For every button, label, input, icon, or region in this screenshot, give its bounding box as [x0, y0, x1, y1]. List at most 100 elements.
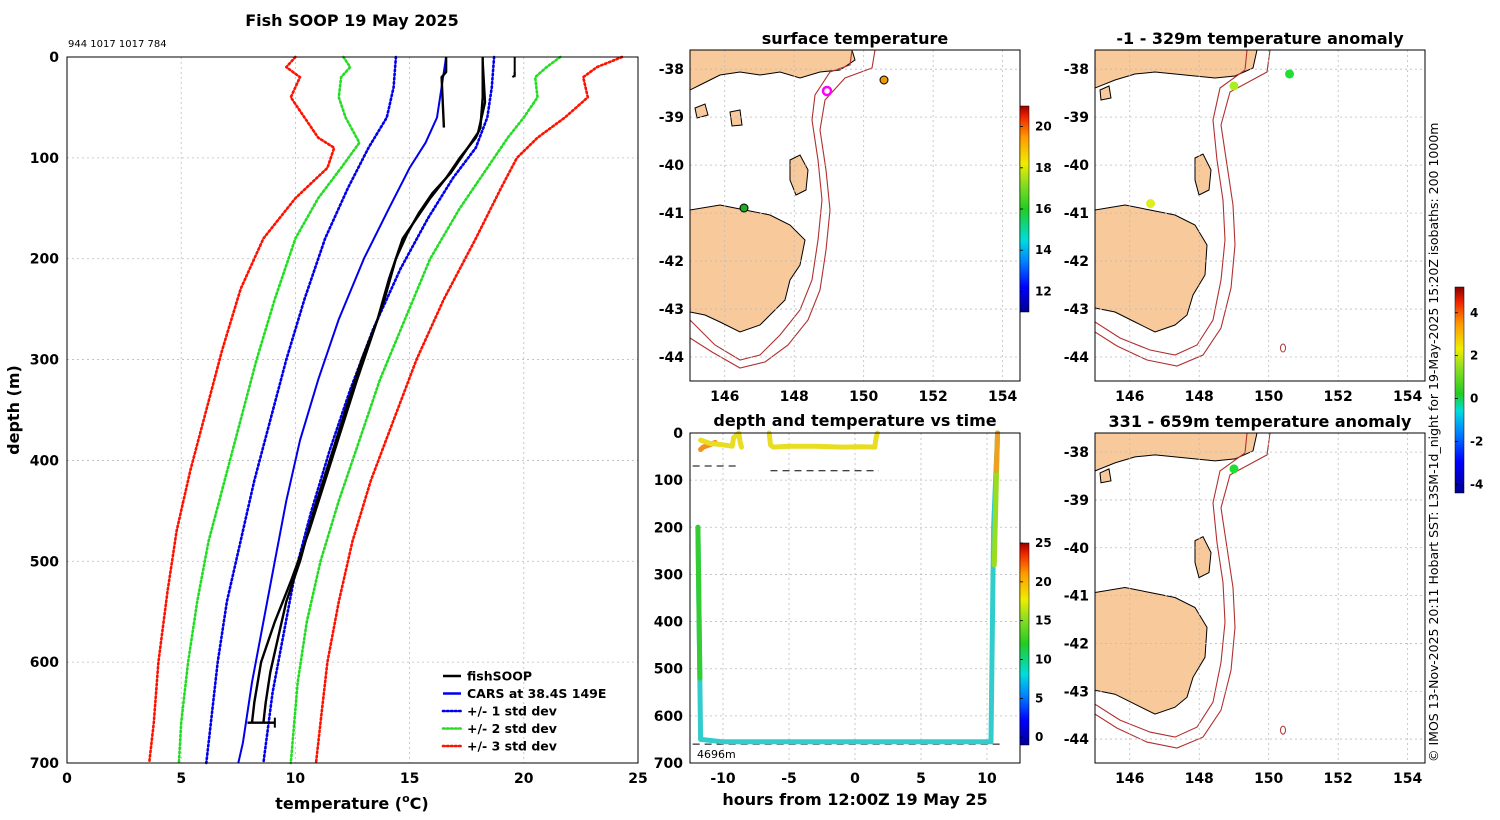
- anom-lower-grid: [1095, 433, 1425, 763]
- map-xtick: 148: [1185, 389, 1214, 405]
- map-xtick: 150: [1254, 771, 1283, 787]
- sst-panel: surface temperature: [659, 29, 1052, 405]
- profile-ytick: 0: [49, 50, 59, 66]
- profile-xtick: 25: [628, 771, 647, 787]
- profile-ytick: 600: [30, 655, 59, 671]
- profile-xtick: 0: [62, 771, 72, 787]
- sst-title: surface temperature: [762, 29, 949, 48]
- time-ytick: 700: [654, 756, 683, 772]
- profile-series-1: [205, 55, 398, 765]
- anom-lower-title: 331 - 659m temperature anomaly: [1109, 412, 1412, 431]
- profile-panel: Fish SOOP 19 May 2025 944 1017 1017 784 …: [4, 11, 648, 813]
- map-ytick: -44: [659, 350, 685, 366]
- anom-upper-panel: -1 - 329m temperature anomaly 146 148 150 1…: [1064, 29, 1426, 405]
- map-ytick: -41: [659, 206, 684, 222]
- map-ytick: -38: [1064, 445, 1089, 461]
- cb-tick-label: 20: [1035, 575, 1052, 589]
- time-xlabel: hours from 12:00Z 19 May 25: [722, 790, 987, 809]
- legend-label-4: +/- 3 std dev: [467, 739, 557, 754]
- time-tracks: [695, 430, 1001, 745]
- cb-tick-label: 10: [1035, 653, 1052, 667]
- anom-colorbar-group: -4 -2 0 2 4: [1454, 286, 1483, 494]
- anom-lower-panel: 331 - 659m temperature anomaly 146 148 150…: [1064, 412, 1426, 787]
- profile-subtitle: 944 1017 1017 784: [68, 39, 167, 50]
- sst-grid: [690, 50, 1020, 381]
- anom-upper-title: -1 - 329m temperature anomaly: [1116, 29, 1404, 48]
- map-ytick: -40: [659, 158, 685, 174]
- map-xtick: 148: [1185, 771, 1214, 787]
- anomaly-point-0: [1229, 81, 1239, 91]
- map-ytick: -40: [1064, 541, 1090, 557]
- legend-label-0: fishSOOP: [467, 669, 532, 684]
- anom-lower-axes-box: [1094, 432, 1426, 764]
- time-colorbar: [1019, 542, 1030, 746]
- profile-series-4: [289, 55, 562, 765]
- profile-xtick: 15: [400, 771, 419, 787]
- profile-xtick: 10: [286, 771, 306, 787]
- map-ytick: -42: [1064, 636, 1089, 652]
- time-ytick: 600: [654, 709, 683, 725]
- time-xtick: 0: [850, 771, 860, 787]
- map-xtick: 154: [1393, 771, 1422, 787]
- anomaly-point-0: [1229, 464, 1239, 474]
- map-ytick: -39: [1064, 110, 1089, 126]
- sst-colorbar-ticks: 12 14 16 18 20: [1020, 120, 1052, 298]
- time-track-3: [695, 430, 1001, 745]
- profile-title: Fish SOOP 19 May 2025: [245, 11, 459, 30]
- map-xtick: 154: [988, 389, 1017, 405]
- map-xtick: 152: [919, 389, 948, 405]
- sst-field: [690, 50, 1020, 381]
- profile-axes-box: [66, 56, 639, 764]
- profile-series-9: [440, 57, 448, 128]
- time-xtick: 5: [916, 771, 926, 787]
- legend-label-2: +/- 1 std dev: [467, 704, 557, 719]
- profile-legend: fishSOOP CARS at 38.4S 149E +/- 1 std dev +…: [441, 669, 606, 754]
- map-tasmania: [1095, 204, 1208, 333]
- time-colorbar-ticks: 0 5 10 15 20 25: [1020, 536, 1052, 744]
- map-seamount: [1280, 343, 1286, 353]
- map-xtick: 146: [1115, 389, 1144, 405]
- time-ytick: 100: [654, 473, 683, 489]
- sst-marker-current: [821, 85, 833, 97]
- anom-upper-points: [1146, 69, 1295, 209]
- profile-ytick: 200: [30, 252, 59, 268]
- profile-series: [147, 55, 624, 765]
- anom-lower-ticks: 146 148 150 152 154 -38 -39 -40 -41 -42 -43 -44: [1064, 445, 1423, 787]
- cb-tick-label: 2: [1470, 349, 1478, 363]
- anom-upper-grid: [1095, 50, 1425, 381]
- map-island: [1099, 85, 1112, 101]
- map-ytick: -42: [1064, 254, 1089, 270]
- map-ytick: -41: [1064, 206, 1089, 222]
- cb-tick-label: 20: [1035, 120, 1052, 134]
- profile-ytick: 500: [30, 554, 59, 570]
- map-ytick: -44: [1064, 350, 1090, 366]
- legend-label-3: +/- 2 std dev: [467, 721, 557, 736]
- cb-tick-label: 14: [1035, 243, 1052, 257]
- profile-ytick: 700: [30, 756, 59, 772]
- cb-tick-label: -4: [1470, 477, 1483, 491]
- map-ytick: -38: [1064, 62, 1089, 78]
- profile-ylabel: depth (m): [4, 365, 23, 455]
- time-grid: [690, 433, 1020, 763]
- map-ytick: -42: [659, 254, 684, 270]
- time-descent: [695, 524, 703, 681]
- cb-tick-label: 25: [1035, 536, 1052, 550]
- anom-lower-points: [1229, 464, 1239, 474]
- profile-ytick: 400: [30, 453, 59, 469]
- map-isobath-200: [1095, 433, 1248, 738]
- time-ascent-top: [993, 430, 1001, 474]
- cb-tick-label: 16: [1035, 202, 1052, 216]
- profile-series-6: [314, 55, 624, 765]
- map-ytick: -40: [1064, 158, 1090, 174]
- map-xtick: 152: [1324, 389, 1353, 405]
- map-ytick: -39: [659, 110, 684, 126]
- sst-marker-3: [739, 203, 749, 213]
- map-ytick: -38: [659, 62, 684, 78]
- time-depth-label: 4696m: [697, 748, 736, 761]
- profile-series-0: [237, 56, 448, 764]
- map-isobath-1000: [1095, 433, 1271, 749]
- map-xtick: 148: [780, 389, 809, 405]
- map-ytick: -44: [1064, 732, 1090, 748]
- map-ytick: -43: [1064, 684, 1089, 700]
